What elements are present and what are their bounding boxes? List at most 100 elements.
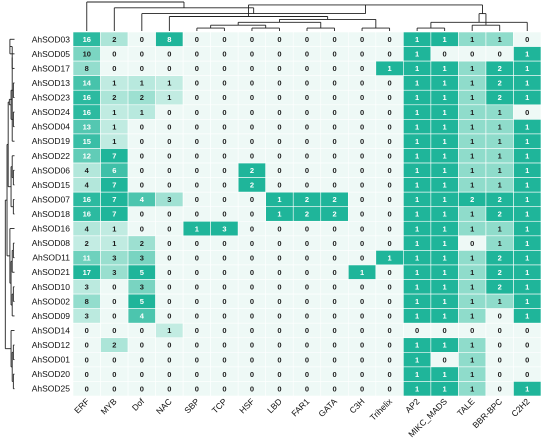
row-dendrogram (4, 38, 15, 390)
cell-value-label: 2 (250, 181, 254, 190)
cell-value-label: 0 (222, 341, 226, 350)
cell-value-label: 0 (498, 326, 502, 335)
cell-value-label: 1 (415, 355, 419, 364)
cell-value-label: 0 (85, 355, 89, 364)
cell-value-label: 0 (498, 50, 502, 59)
cell-value-label: 1 (470, 93, 474, 102)
cell-value-label: 0 (332, 384, 336, 393)
cell-value-label: 0 (388, 35, 392, 44)
cell-value-label: 2 (498, 64, 502, 73)
cell-value-label: 0 (388, 312, 392, 321)
cell-value-label: 0 (222, 50, 226, 59)
cell-value-label: 4 (140, 312, 145, 321)
cell-value-label: 0 (250, 151, 254, 160)
cell-value-label: 0 (277, 341, 281, 350)
cell-value-label: 0 (250, 122, 254, 131)
cell-value-label: 1 (525, 122, 529, 131)
cell-value-label: 1 (388, 64, 392, 73)
cell-value-label: 4 (85, 166, 90, 175)
column-labels: ERF MYB Dof NAC SBP TCP HSF LBD FAR1 GATA C3H Trihe… (72, 396, 532, 439)
cell-value-label: 1 (470, 64, 474, 73)
cell-value-label: 1 (167, 79, 171, 88)
cell-value-label: 0 (360, 181, 364, 190)
row-label: AhSOD13 (32, 78, 71, 88)
cell-value-label: 0 (332, 312, 336, 321)
cell-value-label: 0 (167, 122, 171, 131)
cell-value-label: 0 (140, 355, 144, 364)
cell-value-label: 1 (443, 370, 447, 379)
cell-value-label: 1 (443, 210, 447, 219)
cell-value-label: 0 (112, 64, 116, 73)
cell-value-label: 1 (470, 283, 474, 292)
cell-value-label: 2 (140, 93, 144, 102)
cell-value-label: 3 (167, 195, 171, 204)
cell-value-label: 0 (195, 35, 199, 44)
cell-value-label: 0 (388, 210, 392, 219)
cell-value-label: 0 (388, 151, 392, 160)
cell-value-label: 0 (250, 35, 254, 44)
cell-value-label: 0 (388, 166, 392, 175)
cell-value-label: 0 (112, 283, 116, 292)
cell-value-label: 0 (277, 253, 281, 262)
column-label: LBD (265, 396, 284, 415)
cell-value-label: 1 (167, 326, 171, 335)
cell-value-label: 0 (277, 151, 281, 160)
cell-value-label: 0 (332, 370, 336, 379)
cell-value-label: 0 (388, 370, 392, 379)
cell-value-label: 0 (85, 341, 89, 350)
cell-value-label: 0 (277, 312, 281, 321)
cell-value-label: 1 (112, 122, 116, 131)
cell-value-label: 0 (360, 79, 364, 88)
cell-value-label: 1 (443, 224, 447, 233)
cell-value-label: 1 (415, 108, 419, 117)
cell-value-label: 0 (360, 50, 364, 59)
cell-value-label: 0 (360, 122, 364, 131)
cell-value-label: 0 (250, 239, 254, 248)
cell-value-label: 0 (332, 239, 336, 248)
cell-value-label: 1 (470, 79, 474, 88)
cell-value-label: 8 (85, 64, 89, 73)
cell-value-label: 1 (525, 224, 529, 233)
cell-value-label: 0 (525, 108, 529, 117)
cell-value-label: 0 (388, 181, 392, 190)
cell-value-label: 0 (388, 384, 392, 393)
cell-value-label: 0 (222, 79, 226, 88)
row-labels: AhSOD03 AhSOD05 AhSOD17 AhSOD13 AhSOD23 AhSOD… (32, 34, 71, 393)
cell-value-label: 1 (470, 384, 474, 393)
cell-value-label: 1 (498, 108, 502, 117)
cell-value-label: 0 (140, 151, 144, 160)
cell-value-label: 0 (140, 181, 144, 190)
cell-value-label: 1 (443, 268, 447, 277)
cell-value-label: 2 (305, 210, 309, 219)
cell-value-label: 0 (195, 151, 199, 160)
cell-value-label: 1 (525, 210, 529, 219)
cell-value-label: 1 (498, 35, 502, 44)
cell-value-label: 1 (470, 108, 474, 117)
cell-value-label: 0 (195, 93, 199, 102)
column-label: FAR1 (289, 396, 311, 418)
cell-value-label: 0 (305, 312, 309, 321)
cell-value-label: 0 (332, 93, 336, 102)
cell-value-label: 0 (388, 268, 392, 277)
column-label: Dof (130, 396, 147, 413)
cell-value-label: 0 (250, 50, 254, 59)
cell-value-label: 1 (415, 93, 419, 102)
cell-value-label: 0 (195, 370, 199, 379)
cell-value-label: 0 (167, 297, 171, 306)
cell-value-label: 0 (332, 108, 336, 117)
cell-value-label: 0 (332, 151, 336, 160)
cell-value-label: 1 (498, 122, 502, 131)
cell-value-label: 0 (305, 93, 309, 102)
cell-value-label: 0 (140, 122, 144, 131)
cell-value-label: 0 (167, 64, 171, 73)
cell-value-label: 0 (140, 50, 144, 59)
cell-value-label: 0 (222, 253, 226, 262)
row-label: AhSOD19 (32, 136, 71, 146)
cell-value-label: 1 (140, 108, 144, 117)
cell-value-label: 4 (140, 195, 145, 204)
cell-value-label: 3 (140, 253, 144, 262)
cell-value-label: 1 (415, 35, 419, 44)
row-label: AhSOD20 (32, 369, 71, 379)
cell-value-label: 1 (415, 312, 419, 321)
cell-value-label: 1 (415, 239, 419, 248)
